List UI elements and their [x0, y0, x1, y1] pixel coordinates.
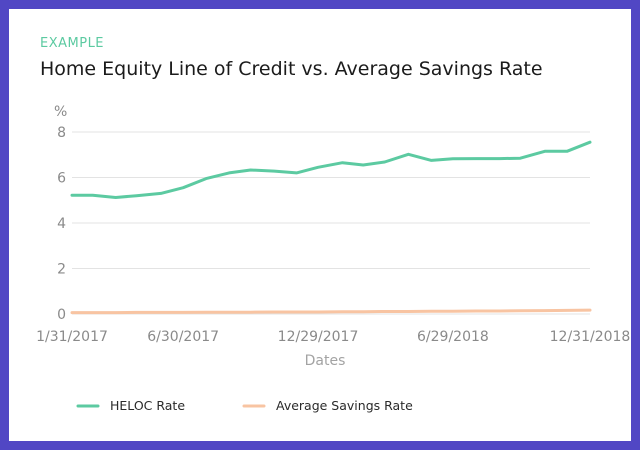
- eyebrow-label: EXAMPLE: [40, 36, 105, 51]
- series-line-heloc-rate: [70, 140, 592, 199]
- y-tick-label: 2: [57, 262, 66, 278]
- x-tick-label: 6/30/2017: [147, 329, 219, 345]
- legend: HELOC Rate Average Savings Rate: [76, 398, 413, 413]
- y-tick-label: 6: [57, 171, 66, 187]
- x-axis-title: Dates: [305, 353, 346, 369]
- legend-label: HELOC Rate: [110, 398, 185, 413]
- x-tick-label: 1/31/2017: [36, 329, 108, 345]
- y-axis: 0 2 4 6 8: [57, 125, 66, 323]
- x-axis: 1/31/2017 6/30/2017 12/29/2017 6/29/2018 12/…: [36, 329, 630, 345]
- x-tick-label: 12/29/2017: [278, 329, 359, 345]
- series-lines: [70, 140, 592, 315]
- chart-title: Home Equity Line of Credit vs. Average S…: [40, 58, 543, 80]
- y-axis-unit-label: %: [54, 104, 67, 120]
- legend-label: Average Savings Rate: [276, 398, 413, 413]
- x-tick-label: 6/29/2018: [417, 329, 489, 345]
- y-tick-label: 4: [57, 216, 66, 232]
- gridlines: [72, 131, 590, 315]
- y-tick-label: 8: [57, 125, 66, 141]
- series-line-average-savings-rate: [70, 308, 592, 315]
- y-tick-label: 0: [57, 307, 66, 323]
- x-tick-label: 12/31/2018: [550, 329, 631, 345]
